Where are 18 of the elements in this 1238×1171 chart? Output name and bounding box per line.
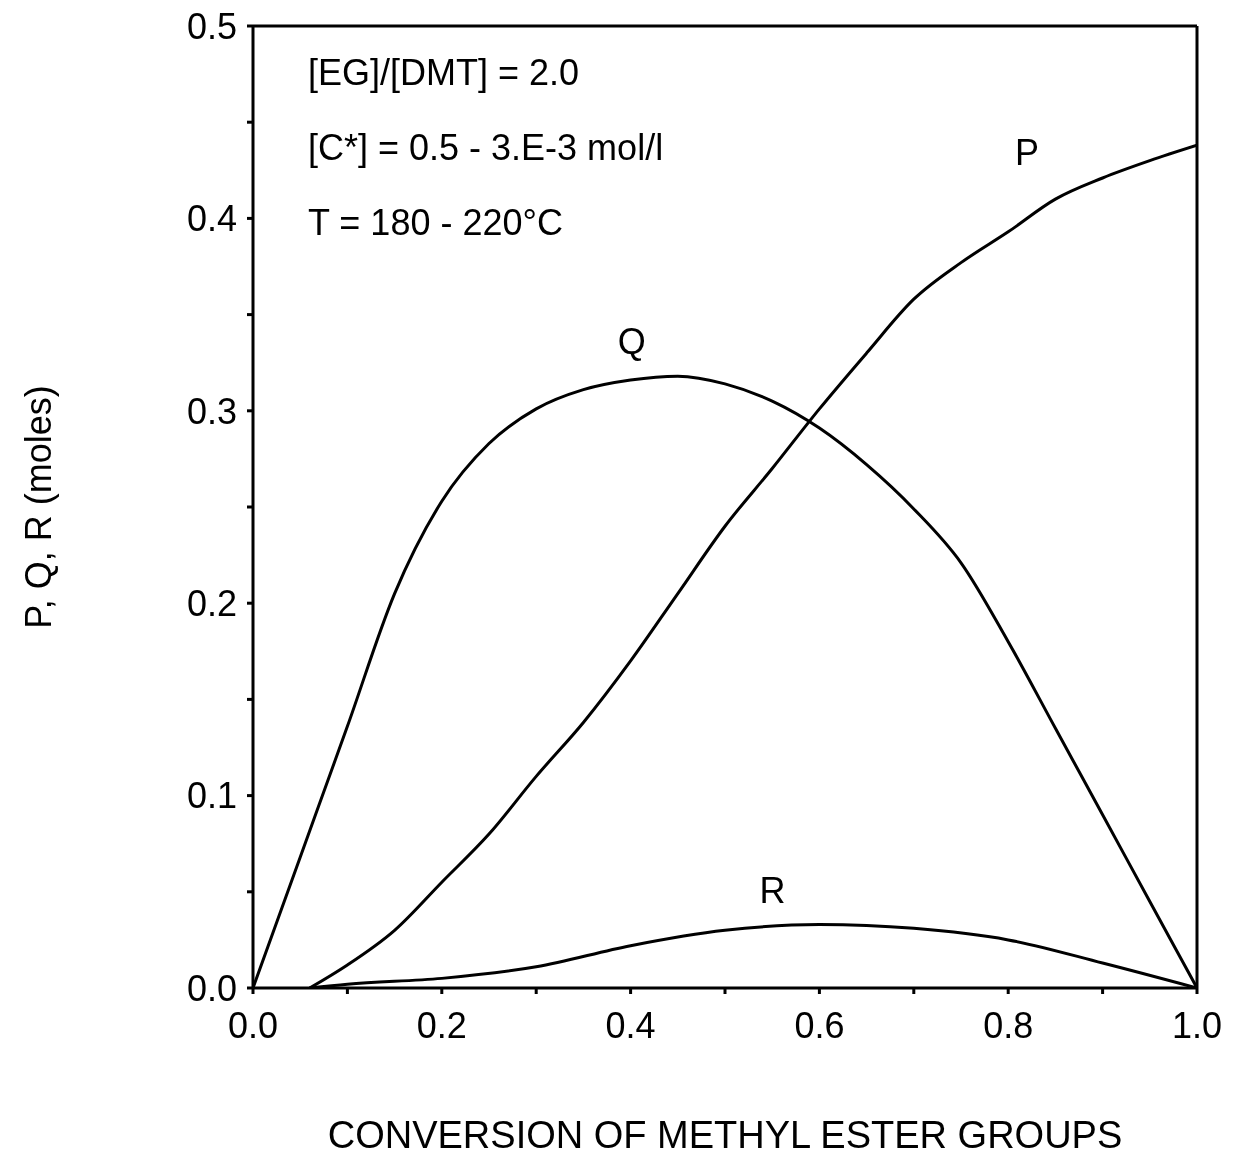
annotation: [EG]/[DMT] = 2.0 xyxy=(308,52,580,93)
x-tick-label: 0.2 xyxy=(416,1004,467,1046)
series-label: R xyxy=(759,869,786,911)
annotation: T = 180 - 220°C xyxy=(308,202,563,243)
y-tick-label: 0.1 xyxy=(186,775,237,817)
y-tick-label: 0.2 xyxy=(186,582,237,624)
y-tick-label: 0.4 xyxy=(186,198,237,240)
x-tick-label: 0.4 xyxy=(605,1004,656,1046)
x-tick-label: 0.6 xyxy=(794,1004,845,1046)
y-tick-label: 0.3 xyxy=(186,390,237,432)
x-tick-label: 1.0 xyxy=(1171,1004,1223,1046)
x-tick-label: 0.8 xyxy=(983,1004,1034,1046)
series-label: P xyxy=(1014,132,1040,174)
y-axis-title: P, Q, R (moles) xyxy=(17,385,59,629)
x-axis-title: CONVERSION OF METHYL ESTER GROUPS xyxy=(327,1114,1123,1156)
annotation: [C*] = 0.5 - 3.E-3 mol/l xyxy=(308,127,664,168)
y-tick-label: 0.5 xyxy=(186,5,237,47)
series-label: Q xyxy=(617,321,646,363)
